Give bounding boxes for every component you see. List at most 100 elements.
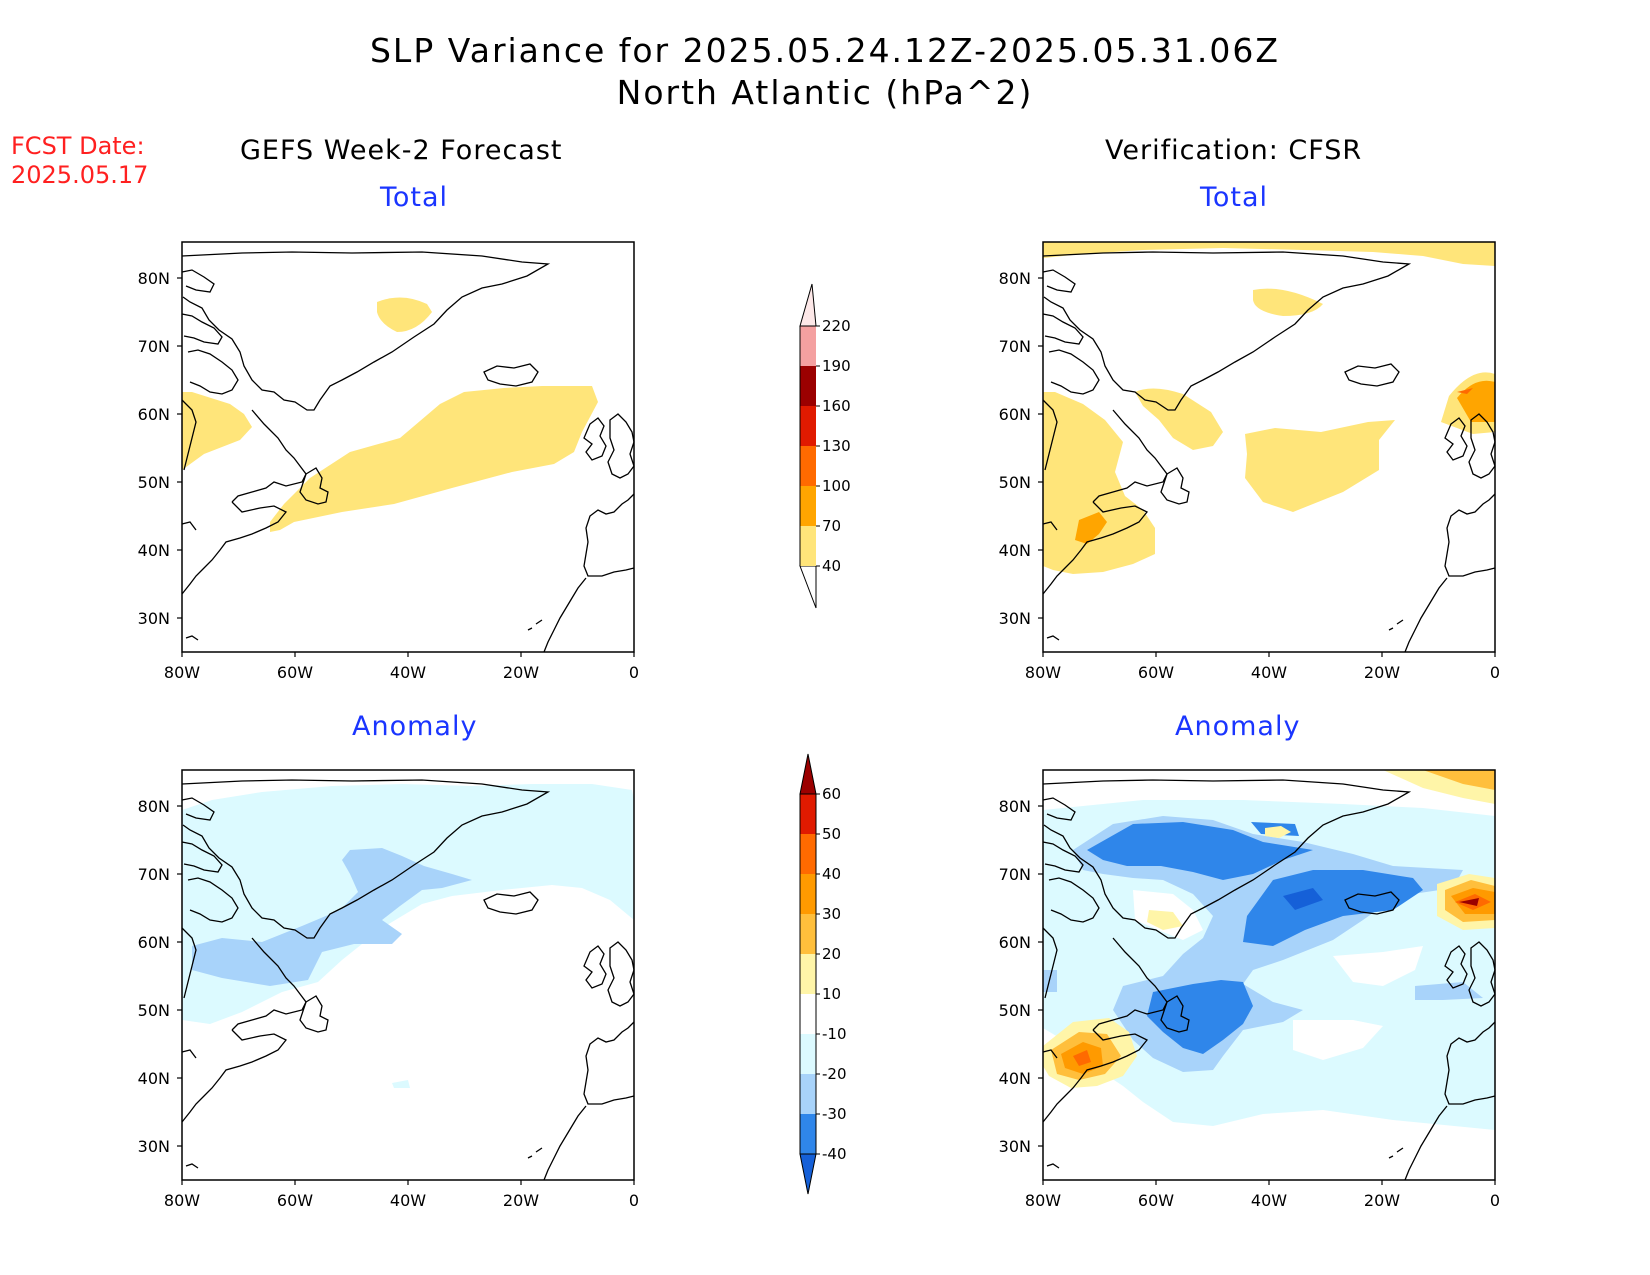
forecast-column-title: GEFS Week-2 Forecast bbox=[240, 135, 563, 166]
lon-tick-label: 0 bbox=[1490, 663, 1500, 682]
lat-tick-label: 80N bbox=[138, 269, 170, 288]
lon-tick-label: 40W bbox=[1251, 1191, 1287, 1210]
lat-tick-label: 60N bbox=[999, 405, 1031, 424]
colorbar-tick-label: 100 bbox=[822, 477, 851, 495]
colorbar-tick-label: 190 bbox=[822, 357, 851, 375]
colorbar-upper-extension bbox=[799, 283, 817, 327]
colorbar-swatch bbox=[800, 366, 816, 406]
lat-tick-label: 50N bbox=[999, 1001, 1031, 1020]
colorbar-tick-label: 130 bbox=[822, 437, 851, 455]
anomaly-colorbar: -40 -30 -20 -10 10 20 30 40 50 60 bbox=[799, 753, 847, 1195]
lat-tick-label: 70N bbox=[999, 865, 1031, 884]
total-colorbar: 40 70 100 130 160 190 220 bbox=[799, 283, 851, 609]
colorbar-swatch bbox=[800, 994, 816, 1034]
forecast-total-map bbox=[176, 241, 635, 658]
lat-tick-label: 60N bbox=[999, 933, 1031, 952]
colorbar-swatch bbox=[800, 446, 816, 486]
lat-tick-label: 50N bbox=[138, 473, 170, 492]
lon-tick-label: 60W bbox=[277, 663, 313, 682]
main-subtitle: North Atlantic (hPa^2) bbox=[616, 73, 1034, 112]
colorbar-swatch bbox=[800, 326, 816, 366]
verification-anomaly-map bbox=[1037, 769, 1496, 1186]
lat-tick-label: 60N bbox=[138, 933, 170, 952]
lat-tick-label: 30N bbox=[999, 609, 1031, 628]
lat-tick-label: 80N bbox=[999, 269, 1031, 288]
colorbar-tick-label: -40 bbox=[822, 1145, 847, 1163]
lon-tick-label: 20W bbox=[1364, 1191, 1400, 1210]
lat-tick-label: 60N bbox=[138, 405, 170, 424]
colorbar-tick-label: 160 bbox=[822, 397, 851, 415]
forecast-total-title: Total bbox=[380, 182, 449, 213]
lon-tick-label: 60W bbox=[277, 1191, 313, 1210]
colorbar-tick-label: -10 bbox=[822, 1025, 847, 1043]
lon-tick-label: 40W bbox=[390, 1191, 426, 1210]
lat-tick-label: 70N bbox=[138, 337, 170, 356]
lon-tick-label: 0 bbox=[1490, 1191, 1500, 1210]
colorbar-tick-label: 40 bbox=[822, 557, 841, 575]
lat-tick-label: 50N bbox=[999, 473, 1031, 492]
lat-tick-label: 50N bbox=[138, 1001, 170, 1020]
variance-shading bbox=[182, 297, 598, 532]
colorbar-swatch bbox=[800, 1034, 816, 1074]
colorbar-swatch bbox=[800, 1074, 816, 1114]
colorbar-swatch bbox=[800, 834, 816, 874]
lat-tick-label: 30N bbox=[138, 1137, 170, 1156]
lon-tick-label: 80W bbox=[164, 663, 200, 682]
verification-total-map bbox=[1037, 241, 1496, 658]
colorbar-tick-label: 10 bbox=[822, 985, 841, 1003]
colorbar-tick-label: 40 bbox=[822, 865, 841, 883]
colorbar-swatch bbox=[800, 794, 816, 834]
anomaly-shading bbox=[182, 784, 634, 1088]
fcst-date-value: 2025.05.17 bbox=[11, 161, 149, 189]
lat-tick-label: 40N bbox=[999, 541, 1031, 560]
colorbar-swatch bbox=[800, 486, 816, 526]
colorbar-swatch bbox=[800, 526, 816, 566]
lon-tick-label: 40W bbox=[390, 663, 426, 682]
lon-tick-label: 0 bbox=[629, 663, 639, 682]
colorbar-tick-label: 220 bbox=[822, 317, 851, 335]
lat-tick-label: 30N bbox=[138, 609, 170, 628]
lat-tick-label: 30N bbox=[999, 1137, 1031, 1156]
fcst-date-label: FCST Date: bbox=[11, 132, 145, 160]
colorbar-swatch bbox=[800, 874, 816, 914]
lat-tick-label: 40N bbox=[999, 1069, 1031, 1088]
lon-tick-label: 80W bbox=[164, 1191, 200, 1210]
forecast-anomaly-map bbox=[176, 769, 635, 1186]
lon-tick-label: 20W bbox=[503, 663, 539, 682]
lon-tick-label: 60W bbox=[1138, 663, 1174, 682]
lon-tick-label: 80W bbox=[1025, 663, 1061, 682]
colorbar-tick-label: 30 bbox=[822, 905, 841, 923]
variance-shading bbox=[1043, 242, 1495, 574]
lon-tick-label: 40W bbox=[1251, 663, 1287, 682]
colorbar-tick-label: 20 bbox=[822, 945, 841, 963]
colorbar-tick-label: -30 bbox=[822, 1105, 847, 1123]
colorbar-lower-extension bbox=[799, 565, 817, 609]
colorbar-swatch bbox=[800, 914, 816, 954]
lat-tick-label: 80N bbox=[138, 797, 170, 816]
colorbar-tick-label: 50 bbox=[822, 825, 841, 843]
colorbar-tick-label: 70 bbox=[822, 517, 841, 535]
colorbar-swatch bbox=[800, 1114, 816, 1154]
lat-tick-label: 80N bbox=[999, 797, 1031, 816]
lon-tick-label: 20W bbox=[1364, 663, 1400, 682]
lon-tick-label: 60W bbox=[1138, 1191, 1174, 1210]
colorbar-swatch bbox=[800, 406, 816, 446]
colorbar-tick-label: 60 bbox=[822, 785, 841, 803]
main-title: SLP Variance for 2025.05.24.12Z-2025.05.… bbox=[369, 31, 1281, 70]
lon-tick-label: 0 bbox=[629, 1191, 639, 1210]
lat-tick-label: 70N bbox=[999, 337, 1031, 356]
anomaly-shading bbox=[1043, 770, 1495, 1130]
colorbar-upper-extension bbox=[799, 753, 817, 795]
lon-tick-label: 20W bbox=[503, 1191, 539, 1210]
lat-tick-label: 40N bbox=[138, 1069, 170, 1088]
colorbar-lower-extension bbox=[799, 1153, 817, 1195]
colorbar-swatch bbox=[800, 954, 816, 994]
verification-total-title: Total bbox=[1200, 182, 1269, 213]
colorbar-tick-label: -20 bbox=[822, 1065, 847, 1083]
verification-anomaly-title: Anomaly bbox=[1175, 711, 1301, 742]
lat-tick-label: 70N bbox=[138, 865, 170, 884]
verification-column-title: Verification: CFSR bbox=[1105, 135, 1363, 166]
forecast-anomaly-title: Anomaly bbox=[352, 711, 478, 742]
lat-tick-label: 40N bbox=[138, 541, 170, 560]
